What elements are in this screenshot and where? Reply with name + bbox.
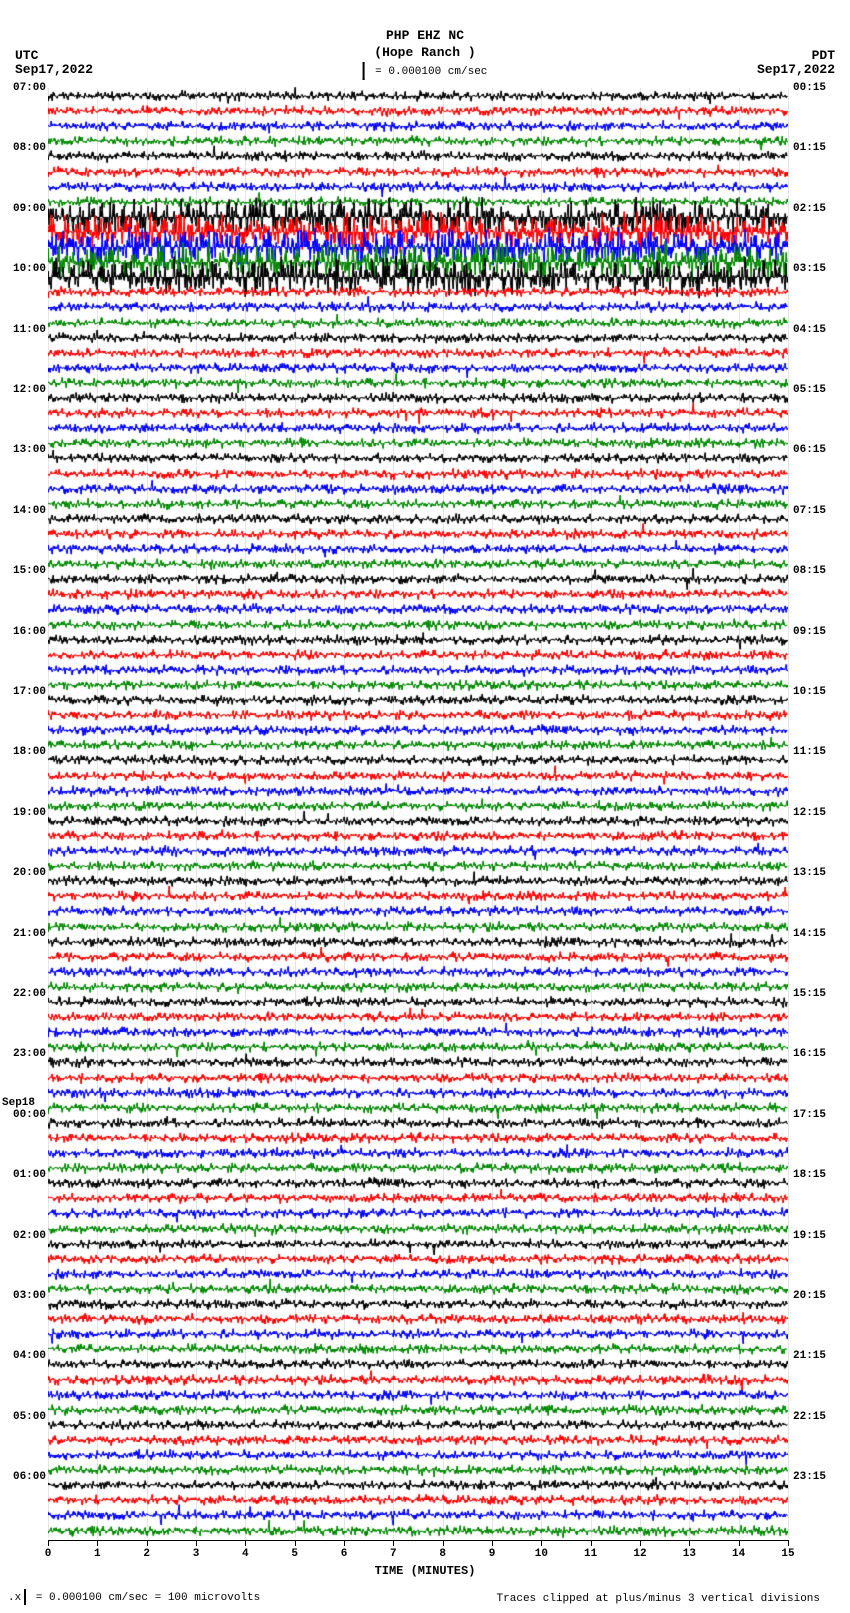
x-tick-label: 0 bbox=[45, 1548, 52, 1560]
x-tick bbox=[492, 1540, 493, 1546]
time-label-left: 15:00 bbox=[2, 565, 46, 577]
x-tick-label: 9 bbox=[489, 1548, 496, 1560]
time-label-left: 21:00 bbox=[2, 928, 46, 940]
time-label-right: 20:15 bbox=[793, 1290, 843, 1302]
x-tick bbox=[689, 1540, 690, 1546]
x-tick-label: 3 bbox=[193, 1548, 200, 1560]
time-label-right: 02:15 bbox=[793, 203, 843, 215]
time-label-right: 01:15 bbox=[793, 142, 843, 154]
time-label-right: 06:15 bbox=[793, 444, 843, 456]
x-tick-label: 10 bbox=[535, 1548, 548, 1560]
footer-right: Traces clipped at plus/minus 3 vertical … bbox=[497, 1593, 820, 1605]
time-label-left: 17:00 bbox=[2, 686, 46, 698]
x-tick bbox=[393, 1540, 394, 1546]
time-label-left: 08:00 bbox=[2, 142, 46, 154]
time-label-right: 18:15 bbox=[793, 1169, 843, 1181]
footer-scale-text2: 100 microvolts bbox=[168, 1592, 260, 1604]
time-label-left: 13:00 bbox=[2, 444, 46, 456]
time-label-right: 23:15 bbox=[793, 1471, 843, 1483]
time-label-left: 10:00 bbox=[2, 263, 46, 275]
footer-scale-bar-icon bbox=[24, 1589, 26, 1605]
x-tick-label: 15 bbox=[781, 1548, 794, 1560]
time-label-right: 08:15 bbox=[793, 565, 843, 577]
x-tick bbox=[788, 1540, 789, 1546]
x-tick bbox=[739, 1540, 740, 1546]
footer-scale-text1: = 0.000100 cm/sec = bbox=[29, 1592, 168, 1604]
time-label-right: 13:15 bbox=[793, 867, 843, 879]
time-label-right: 10:15 bbox=[793, 686, 843, 698]
header-block: PHP EHZ NC (Hope Ranch ) bbox=[0, 28, 850, 62]
time-label-right: 22:15 bbox=[793, 1411, 843, 1423]
x-tick-label: 7 bbox=[390, 1548, 397, 1560]
time-label-left: 23:00 bbox=[2, 1048, 46, 1060]
x-tick-label: 5 bbox=[291, 1548, 298, 1560]
seismogram-container: PHP EHZ NC (Hope Ranch ) = 0.000100 cm/s… bbox=[0, 0, 850, 1613]
time-label-left: 14:00 bbox=[2, 505, 46, 517]
x-tick-label: 12 bbox=[633, 1548, 646, 1560]
x-axis-title: TIME (MINUTES) bbox=[0, 1564, 850, 1578]
time-label-left: 11:00 bbox=[2, 324, 46, 336]
station-location: (Hope Ranch ) bbox=[0, 45, 850, 62]
time-label-right: 03:15 bbox=[793, 263, 843, 275]
grid-line bbox=[788, 88, 789, 1538]
x-tick-label: 2 bbox=[143, 1548, 150, 1560]
time-label-right: 12:15 bbox=[793, 807, 843, 819]
time-label-right: 07:15 bbox=[793, 505, 843, 517]
x-tick-label: 1 bbox=[94, 1548, 101, 1560]
footer-prefix: .x bbox=[8, 1592, 21, 1604]
x-tick bbox=[147, 1540, 148, 1546]
x-tick bbox=[196, 1540, 197, 1546]
timezone-right: PDT bbox=[812, 48, 835, 63]
time-label-right: 17:15 bbox=[793, 1109, 843, 1121]
time-label-left: 19:00 bbox=[2, 807, 46, 819]
seismogram-plot bbox=[48, 88, 788, 1538]
time-label-left: 01:00 bbox=[2, 1169, 46, 1181]
station-code: PHP EHZ NC bbox=[0, 28, 850, 45]
time-label-left: 09:00 bbox=[2, 203, 46, 215]
time-label-left: 04:00 bbox=[2, 1350, 46, 1362]
time-label-right: 00:15 bbox=[793, 82, 843, 94]
x-tick-label: 14 bbox=[732, 1548, 745, 1560]
time-label-right: 11:15 bbox=[793, 746, 843, 758]
time-label-right: 09:15 bbox=[793, 626, 843, 638]
x-tick-label: 11 bbox=[584, 1548, 597, 1560]
x-axis-line bbox=[48, 1540, 788, 1541]
day-label: Sep18 bbox=[2, 1097, 35, 1109]
time-label-left: 16:00 bbox=[2, 626, 46, 638]
x-tick bbox=[344, 1540, 345, 1546]
time-label-left: 02:00 bbox=[2, 1230, 46, 1242]
x-tick-label: 8 bbox=[439, 1548, 446, 1560]
time-label-left: 20:00 bbox=[2, 867, 46, 879]
time-label-right: 21:15 bbox=[793, 1350, 843, 1362]
time-label-left: 12:00 bbox=[2, 384, 46, 396]
x-tick bbox=[591, 1540, 592, 1546]
time-label-left: 22:00 bbox=[2, 988, 46, 1000]
x-tick-label: 13 bbox=[683, 1548, 696, 1560]
time-label-left: 06:00 bbox=[2, 1471, 46, 1483]
x-tick bbox=[443, 1540, 444, 1546]
time-label-right: 04:15 bbox=[793, 324, 843, 336]
timezone-left: UTC bbox=[15, 48, 38, 63]
x-tick-label: 6 bbox=[341, 1548, 348, 1560]
x-tick bbox=[541, 1540, 542, 1546]
time-label-right: 05:15 bbox=[793, 384, 843, 396]
time-label-left: 03:00 bbox=[2, 1290, 46, 1302]
time-label-right: 19:15 bbox=[793, 1230, 843, 1242]
time-label-right: 15:15 bbox=[793, 988, 843, 1000]
time-label-left: 18:00 bbox=[2, 746, 46, 758]
x-tick bbox=[295, 1540, 296, 1546]
x-tick bbox=[97, 1540, 98, 1546]
x-tick bbox=[640, 1540, 641, 1546]
x-tick-label: 4 bbox=[242, 1548, 249, 1560]
x-tick bbox=[245, 1540, 246, 1546]
time-label-right: 16:15 bbox=[793, 1048, 843, 1060]
x-tick bbox=[48, 1540, 49, 1546]
time-label-left: 00:00 bbox=[2, 1109, 46, 1121]
time-label-left: 07:00 bbox=[2, 82, 46, 94]
footer-left: .x = 0.000100 cm/sec = 100 microvolts bbox=[8, 1589, 260, 1605]
time-label-right: 14:15 bbox=[793, 928, 843, 940]
time-label-left: 05:00 bbox=[2, 1411, 46, 1423]
